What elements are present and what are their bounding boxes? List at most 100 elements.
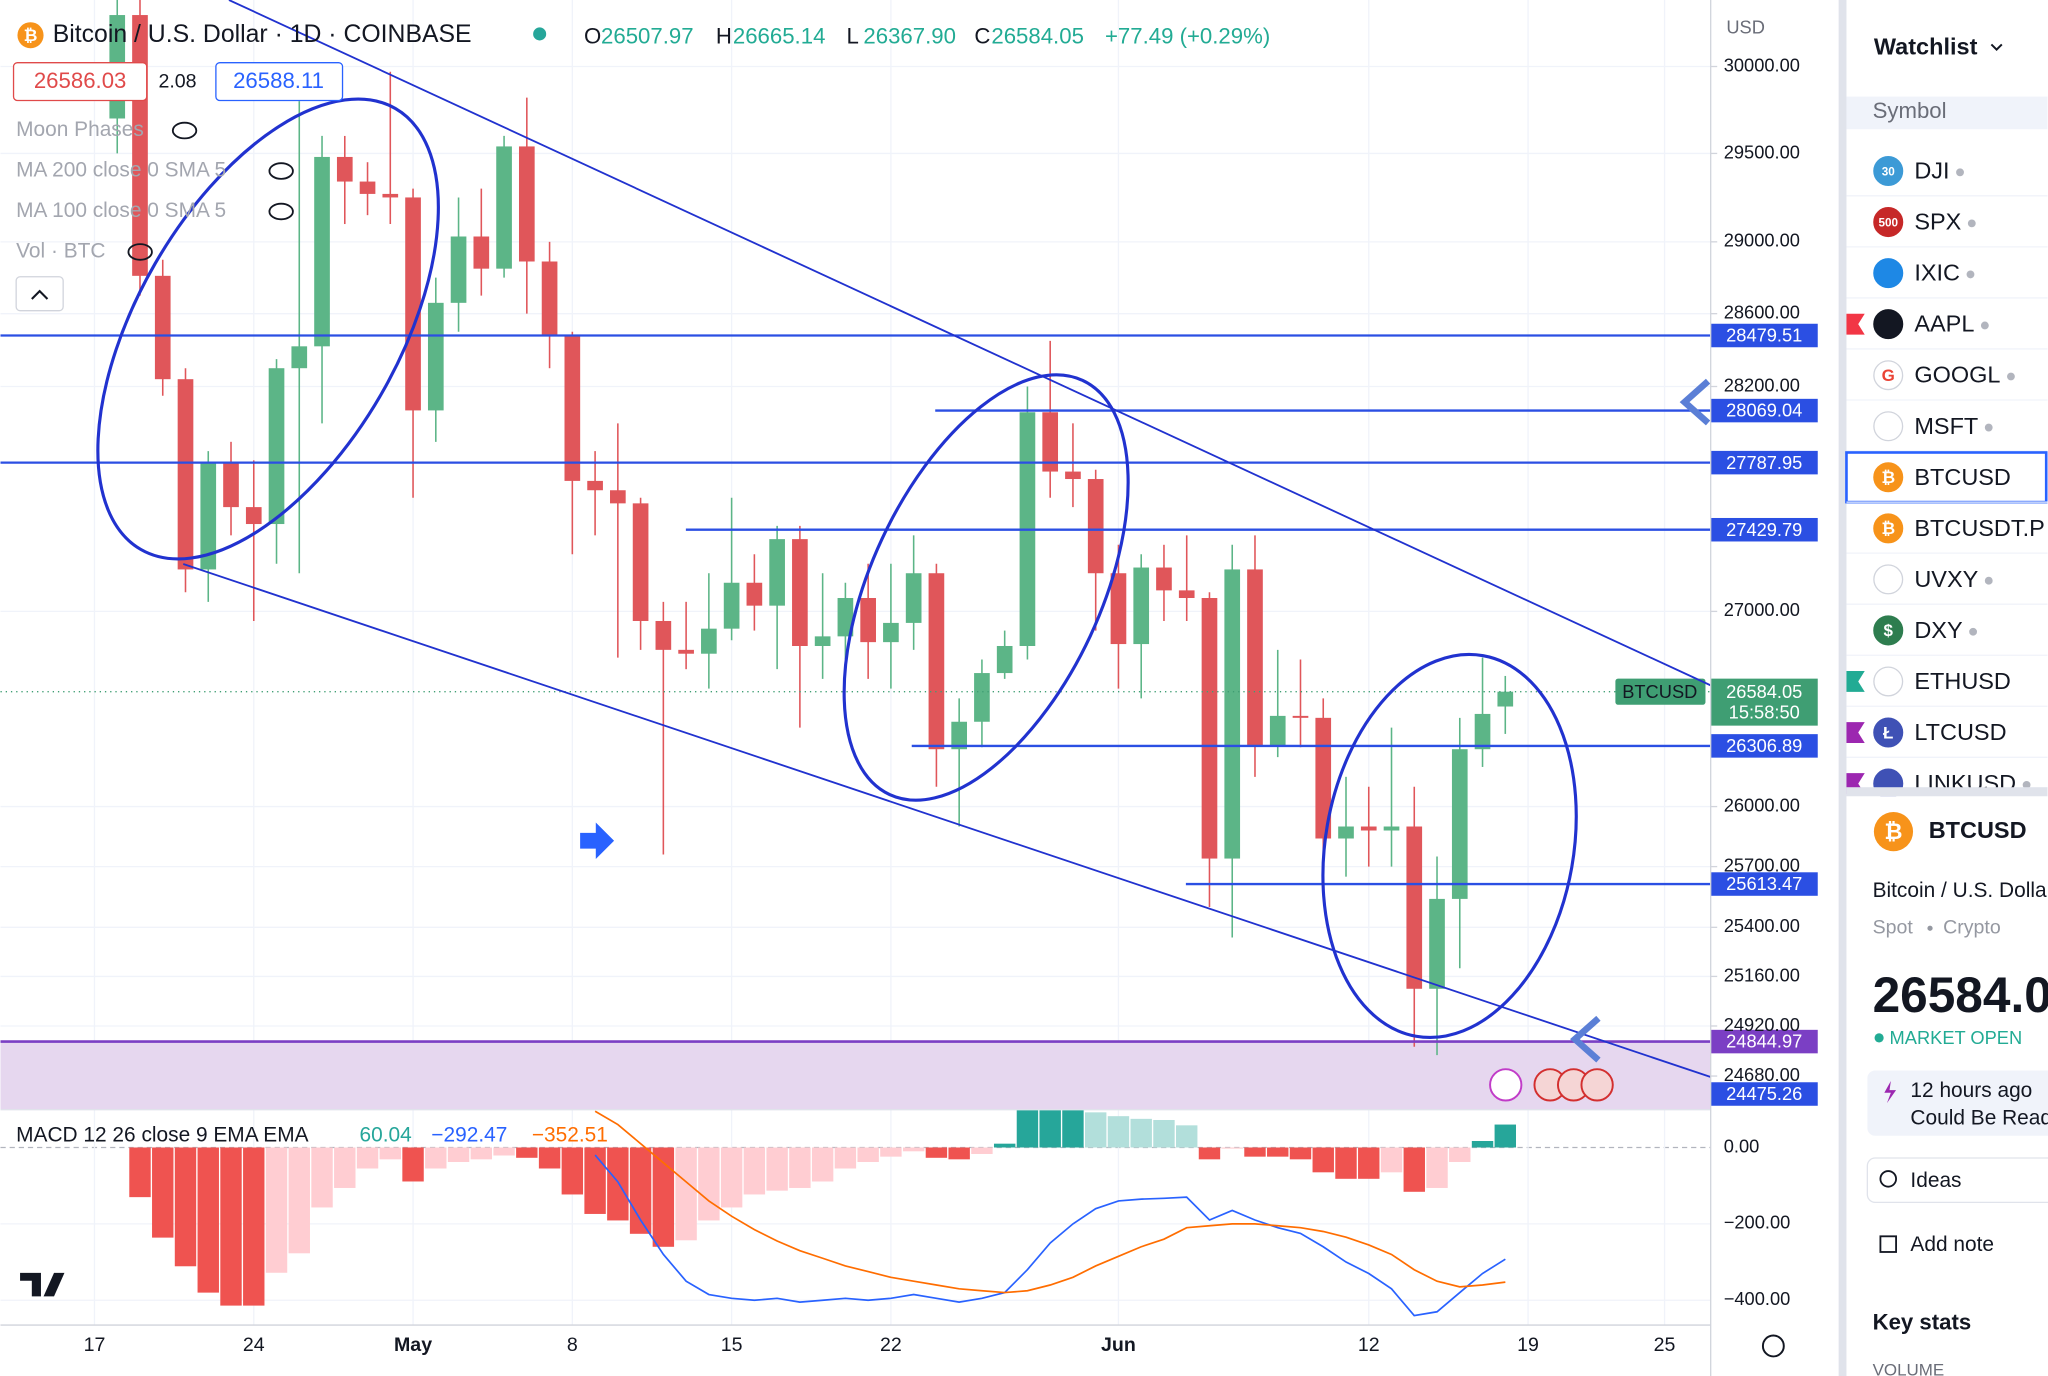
watchlist-title[interactable]: Watchlist: [1874, 34, 1978, 60]
ideas-icon: [1879, 1170, 1897, 1188]
ohlc-value: 26507.97: [601, 24, 694, 49]
column-header: [1846, 96, 2048, 130]
market: Spot: [1873, 916, 1914, 938]
y-tick-label: 29500.00: [1724, 141, 1800, 162]
indicator-label: Vol · BTC: [16, 239, 105, 262]
ohlc-value: 26367.90: [863, 24, 956, 49]
watchlist-symbol[interactable]: BTCUSD: [1914, 464, 2011, 490]
macd-histogram-bar: [1335, 1147, 1357, 1179]
candle-body: [928, 573, 945, 750]
axes: 30000.00 29500.00 29000.00 28600.00 28200.00…: [84, 54, 1800, 1356]
watchlist-symbol[interactable]: DXY: [1914, 617, 1963, 643]
band-layer: [0, 1041, 1711, 1110]
event-icon: [1489, 1068, 1523, 1102]
watchlist-symbol[interactable]: MSFT: [1914, 413, 1978, 439]
macd-histogram-bar: [1403, 1147, 1425, 1192]
macd-title: MACD 12 26 close 9 EMA EMA: [16, 1123, 308, 1146]
current-price: 26584.05: [1726, 681, 1802, 702]
watchlist-symbol[interactable]: ETHUSD: [1914, 668, 2011, 694]
candle-body: [450, 236, 467, 303]
settings-icon[interactable]: [1761, 1334, 1785, 1358]
watchlist-symbol[interactable]: BTCUSDT.P: [1914, 515, 2044, 541]
add-note[interactable]: Add note: [1910, 1233, 1994, 1256]
hidden-eye-icon[interactable]: [127, 243, 153, 261]
hidden-eye-icon[interactable]: [268, 202, 294, 221]
ask: 26588.11: [233, 68, 324, 93]
hidden-eye-icon[interactable]: [171, 121, 198, 140]
flag: [1846, 313, 1865, 335]
watchlist-symbol[interactable]: AAPL: [1914, 311, 1974, 337]
macd-histogram-bar: [493, 1147, 515, 1156]
level-label: 24475.26: [1726, 1083, 1802, 1104]
macd-histogram-bar: [538, 1147, 561, 1169]
macd-readout-value: 60.04: [359, 1123, 411, 1146]
candle-body: [1406, 826, 1423, 989]
macd-histogram-bar: [1062, 1109, 1084, 1148]
candle-body: [1451, 749, 1468, 899]
arrow-left: [1679, 378, 1711, 426]
watchlist-symbol[interactable]: IXIC: [1914, 260, 1960, 286]
candle-body: [1042, 412, 1059, 472]
symbol-badge: 30: [1882, 165, 1896, 178]
x-tick-label: 19: [1517, 1334, 1539, 1356]
trend-line: [228, 0, 1712, 687]
change: +77.49 (+0.29%): [1105, 24, 1270, 49]
macd-histogram-bar: [356, 1147, 379, 1169]
macd-histogram-bar: [1039, 1109, 1061, 1148]
x-tick-label: 12: [1358, 1334, 1380, 1356]
watchlist-symbol[interactable]: SPX: [1914, 209, 1961, 235]
watchlist-symbol[interactable]: LTCUSD: [1914, 719, 2006, 745]
collapse-button[interactable]: [15, 276, 64, 312]
macd-histogram-bar: [1449, 1147, 1471, 1163]
candle-body: [1156, 567, 1172, 591]
macd-histogram-bar: [334, 1147, 356, 1188]
macd-histogram-bar: [1289, 1147, 1312, 1160]
column-title[interactable]: Symbol: [1873, 98, 1947, 123]
legend: ₿ Bitcoin / U.S. Dollar · 1D · COINBASE …: [12, 17, 1785, 1358]
candle-body: [769, 539, 785, 606]
details: ₿ BTCUSD Bitcoin / U.S. Dollar Spot Cryp…: [1846, 787, 2048, 1376]
ask-box[interactable]: [215, 62, 344, 102]
candle-body: [746, 582, 763, 606]
symbol-badge: Ł: [1883, 723, 1893, 742]
candle-body: [245, 507, 262, 525]
candle-body: [860, 598, 876, 643]
x-tick-label: 22: [880, 1334, 902, 1356]
candle-body: [177, 379, 194, 570]
currency[interactable]: USD: [1726, 17, 1765, 38]
macd-histogram-bar: [1176, 1125, 1198, 1148]
candle-body: [1315, 717, 1332, 839]
watchlist-symbol[interactable]: UVXY: [1914, 566, 1978, 592]
level-tag: [1710, 323, 1818, 348]
flag: [1846, 722, 1865, 743]
macd-histogram-bar: [720, 1147, 743, 1208]
volume-label: VOLUME: [1873, 1360, 1945, 1376]
event-icons: [1489, 1068, 1614, 1102]
ideas-button[interactable]: [1866, 1157, 2048, 1204]
y-tick-label: −200.00: [1724, 1212, 1791, 1233]
level-tag: [1710, 517, 1818, 542]
macd-histogram-bar: [902, 1147, 925, 1152]
candle-body: [723, 582, 740, 629]
macd-readout-value: −292.47: [431, 1123, 507, 1146]
macd-histogram-bar: [1494, 1124, 1516, 1148]
news-card[interactable]: [1867, 1070, 2048, 1136]
macd-histogram-bar: [675, 1147, 697, 1241]
macd-line: [594, 1154, 1506, 1317]
candle-body: [974, 673, 990, 722]
bid-box[interactable]: [12, 62, 148, 102]
trend-line: [182, 563, 1711, 1078]
macd-histogram-bar: [1267, 1147, 1289, 1157]
x-tick-label: May: [394, 1334, 432, 1356]
watchlist-symbol[interactable]: DJI: [1914, 158, 1949, 184]
arrow-left: [1570, 1015, 1601, 1063]
candle-body: [655, 620, 672, 650]
symbol-icon: [1873, 309, 1904, 340]
hidden-eye-icon[interactable]: [268, 162, 294, 180]
status-dot: [1956, 168, 1964, 177]
candle-body: [336, 156, 353, 182]
candle-body: [1497, 691, 1514, 707]
watchlist-symbol[interactable]: GOOGL: [1914, 362, 2000, 388]
macd-histogram-bar: [971, 1147, 993, 1154]
